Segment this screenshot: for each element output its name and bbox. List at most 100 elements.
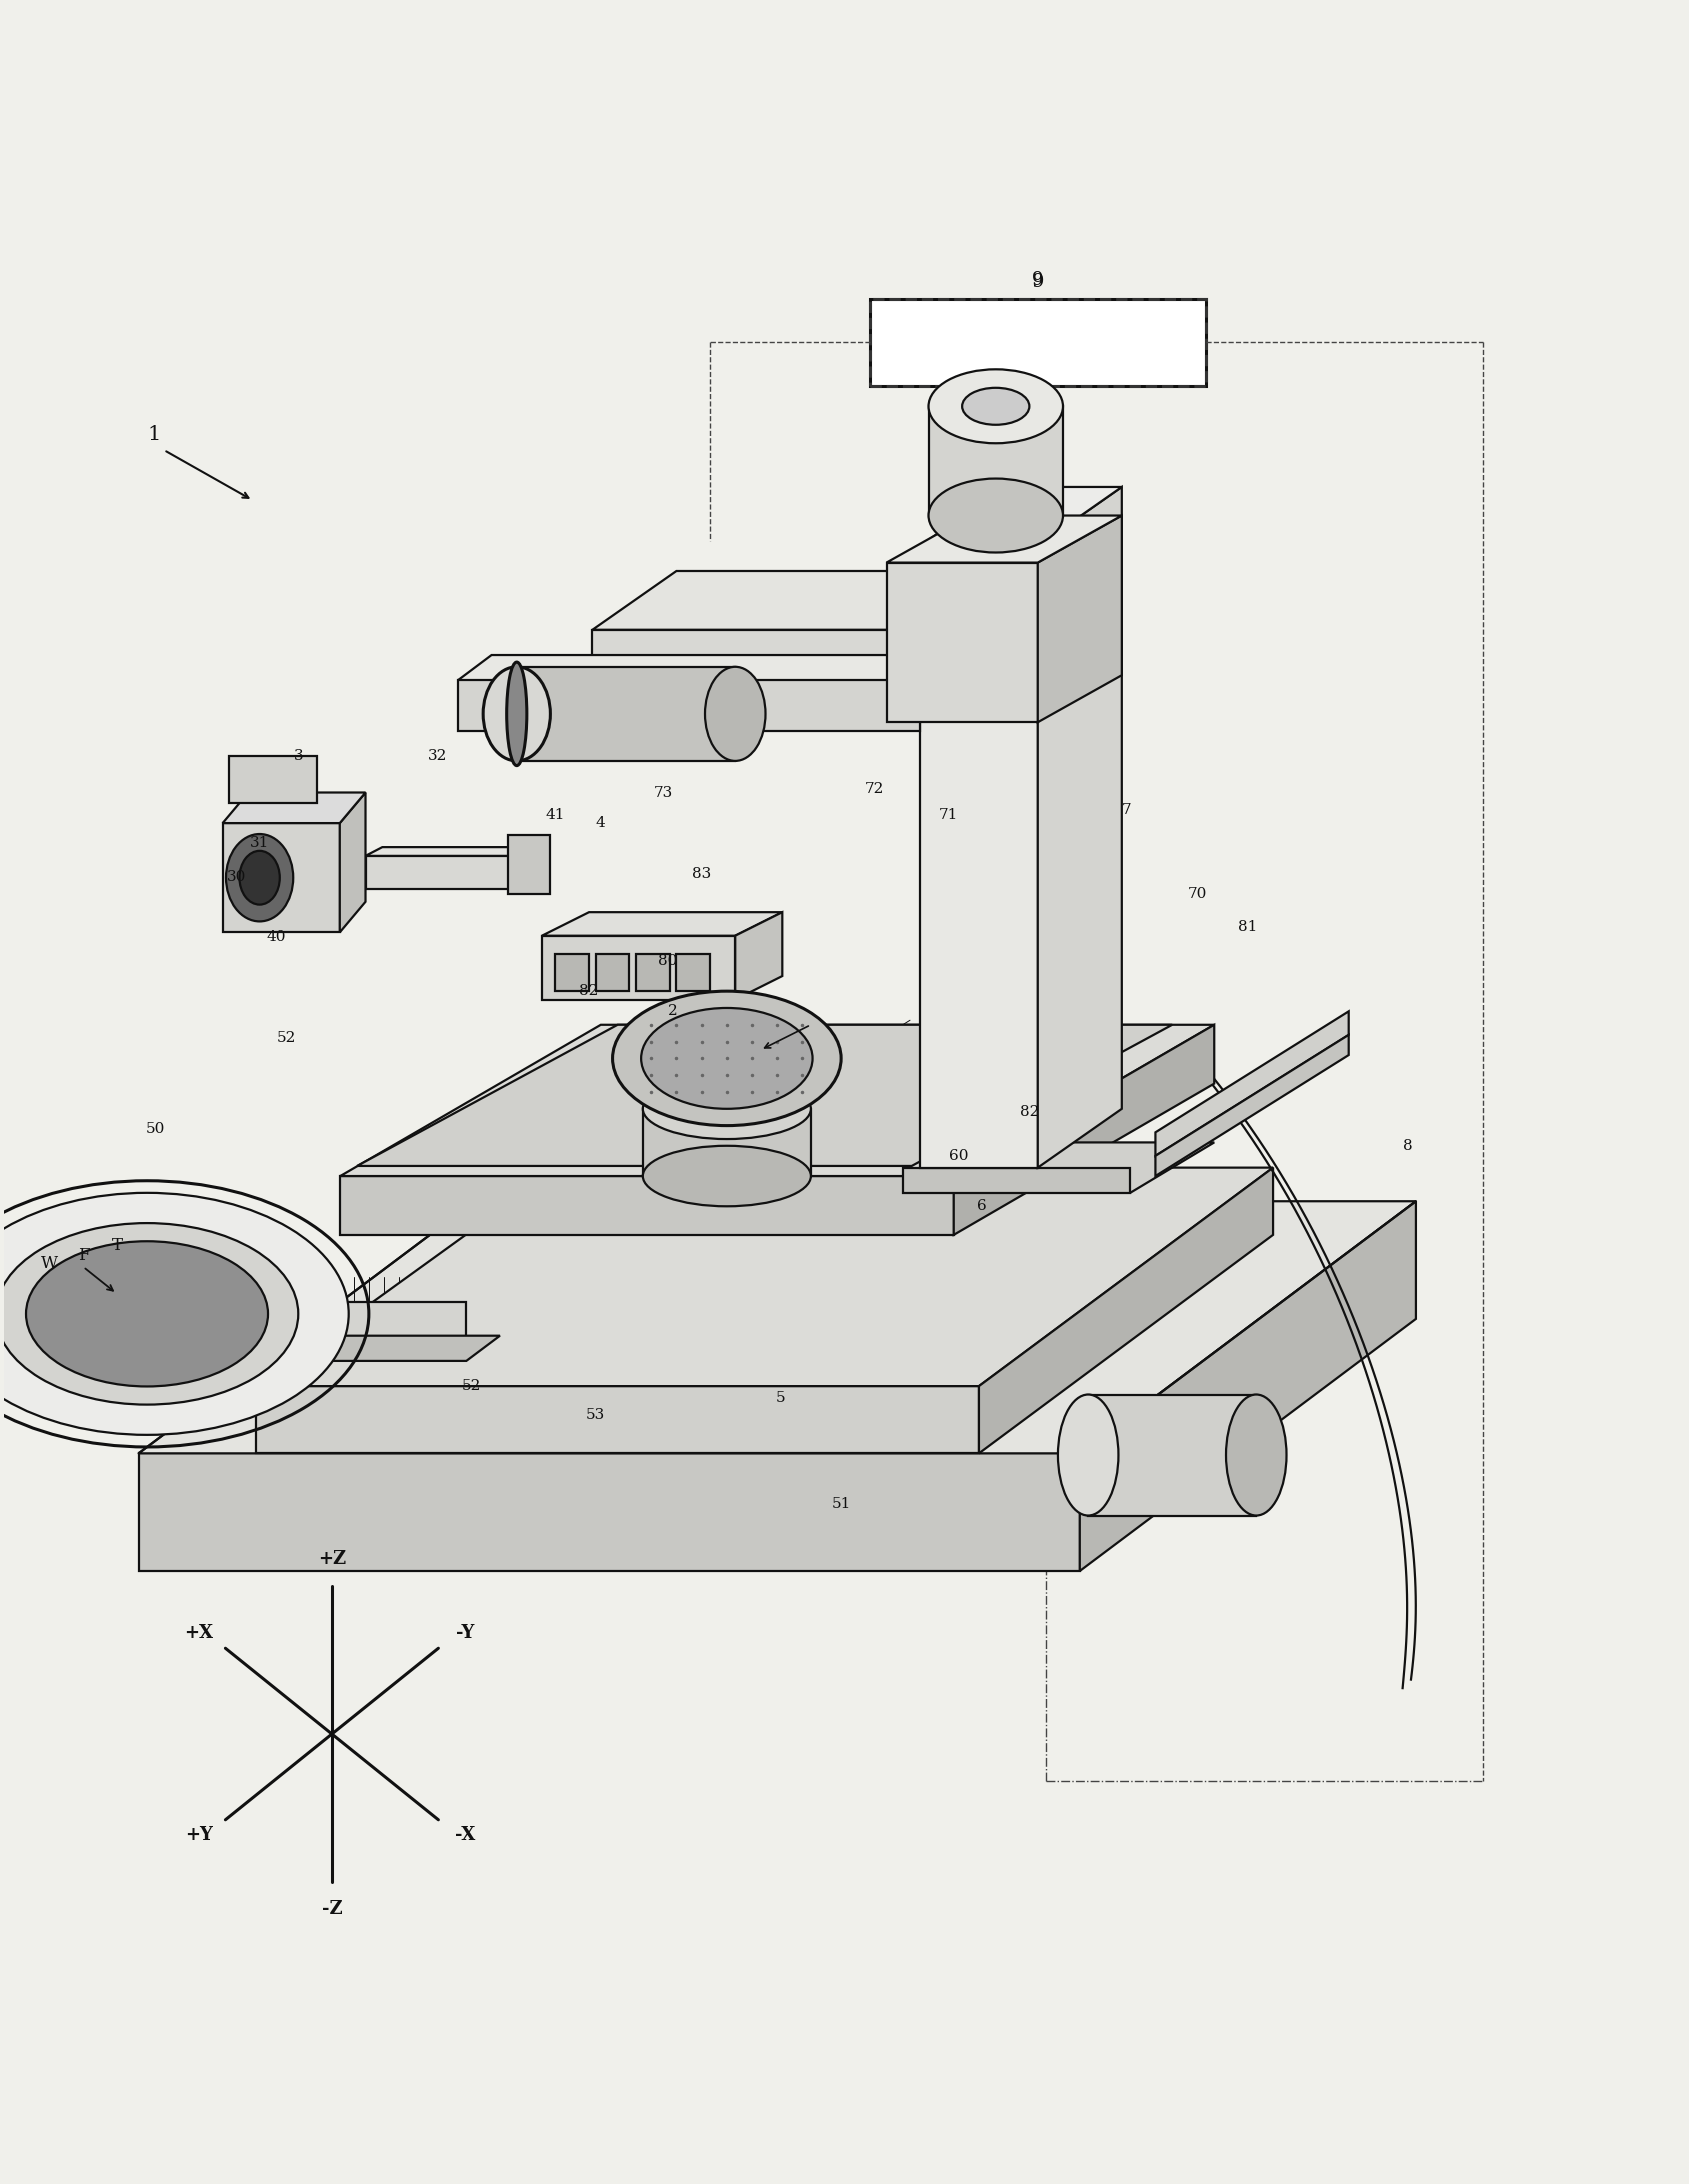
Ellipse shape	[0, 1192, 348, 1435]
Polygon shape	[904, 1142, 1214, 1192]
Text: 81: 81	[1238, 919, 1258, 935]
Polygon shape	[1155, 1035, 1350, 1175]
Polygon shape	[138, 1452, 1079, 1570]
Polygon shape	[1088, 1396, 1257, 1516]
Polygon shape	[339, 1024, 1214, 1175]
Text: 9: 9	[1032, 273, 1044, 290]
Text: 83: 83	[692, 867, 711, 880]
Text: 52: 52	[277, 1031, 296, 1046]
Bar	[508, 834, 551, 893]
Bar	[676, 954, 709, 992]
Text: 40: 40	[267, 930, 285, 943]
Polygon shape	[458, 655, 954, 679]
Polygon shape	[1155, 1011, 1350, 1155]
Text: 73: 73	[654, 786, 672, 799]
Text: 50: 50	[145, 1123, 166, 1136]
Ellipse shape	[1057, 1396, 1118, 1516]
Ellipse shape	[644, 1147, 811, 1206]
Polygon shape	[921, 546, 1037, 1168]
Text: +Z: +Z	[318, 1551, 346, 1568]
Text: 70: 70	[1187, 887, 1208, 900]
Polygon shape	[1079, 1201, 1415, 1570]
Text: 2: 2	[669, 1005, 677, 1018]
Polygon shape	[887, 515, 1121, 563]
Text: 8: 8	[1402, 1138, 1412, 1153]
Ellipse shape	[929, 478, 1062, 553]
Text: 82: 82	[1020, 1105, 1039, 1118]
Polygon shape	[223, 793, 365, 823]
Polygon shape	[1037, 515, 1121, 723]
Polygon shape	[542, 935, 735, 1000]
Bar	[870, 299, 1206, 387]
Polygon shape	[929, 406, 1062, 515]
Polygon shape	[458, 679, 921, 732]
Ellipse shape	[1226, 1396, 1287, 1516]
Text: W: W	[41, 1256, 57, 1273]
Text: 52: 52	[461, 1378, 481, 1393]
Polygon shape	[735, 913, 782, 1000]
Polygon shape	[593, 570, 1121, 629]
Text: 5: 5	[775, 1391, 785, 1404]
Text: 1: 1	[147, 426, 160, 443]
Ellipse shape	[507, 662, 527, 767]
Polygon shape	[921, 487, 1121, 546]
Text: -Y: -Y	[456, 1623, 475, 1642]
Polygon shape	[1037, 487, 1121, 1168]
Ellipse shape	[226, 834, 294, 922]
Polygon shape	[138, 1201, 1415, 1452]
Polygon shape	[257, 1168, 1274, 1387]
Text: +Y: +Y	[184, 1826, 213, 1845]
Ellipse shape	[642, 1009, 812, 1109]
Text: 60: 60	[949, 1149, 968, 1162]
Text: 82: 82	[579, 985, 598, 998]
Polygon shape	[887, 563, 1037, 723]
Polygon shape	[339, 793, 365, 933]
Polygon shape	[517, 666, 735, 760]
Text: 51: 51	[831, 1496, 851, 1511]
Polygon shape	[1037, 570, 1121, 705]
Text: 7: 7	[1121, 804, 1132, 817]
Bar	[870, 299, 1206, 387]
Ellipse shape	[240, 852, 280, 904]
Ellipse shape	[704, 666, 765, 760]
Text: F: F	[78, 1247, 90, 1265]
Text: 6: 6	[978, 1199, 986, 1214]
Bar	[230, 756, 318, 804]
Polygon shape	[223, 823, 339, 933]
Text: 32: 32	[427, 749, 448, 762]
Ellipse shape	[0, 1223, 299, 1404]
Polygon shape	[164, 1302, 466, 1343]
Text: 53: 53	[586, 1409, 605, 1422]
Polygon shape	[164, 1337, 500, 1361]
Text: -X: -X	[454, 1826, 475, 1845]
Ellipse shape	[25, 1241, 269, 1387]
Text: 71: 71	[939, 808, 958, 821]
Text: -Z: -Z	[321, 1900, 343, 1918]
Ellipse shape	[644, 1079, 811, 1140]
Bar	[596, 954, 630, 992]
Ellipse shape	[929, 369, 1062, 443]
Polygon shape	[644, 1109, 811, 1175]
Text: 4: 4	[596, 817, 606, 830]
Bar	[556, 954, 589, 992]
Polygon shape	[954, 1024, 1214, 1234]
Polygon shape	[542, 913, 782, 935]
Text: 9: 9	[1032, 271, 1044, 288]
Text: 3: 3	[294, 749, 302, 762]
Polygon shape	[980, 1168, 1274, 1452]
Text: T: T	[111, 1236, 123, 1254]
Polygon shape	[339, 1175, 954, 1234]
Text: 41: 41	[546, 808, 566, 821]
Ellipse shape	[483, 666, 551, 760]
Polygon shape	[356, 1024, 1172, 1166]
Text: 30: 30	[226, 869, 247, 885]
Text: 72: 72	[865, 782, 885, 797]
Ellipse shape	[963, 389, 1029, 424]
Polygon shape	[593, 629, 1037, 705]
Polygon shape	[257, 1387, 980, 1452]
Text: +X: +X	[184, 1623, 213, 1642]
Text: 80: 80	[659, 954, 677, 968]
Text: 31: 31	[250, 836, 269, 850]
Polygon shape	[365, 856, 517, 889]
Bar	[637, 954, 671, 992]
